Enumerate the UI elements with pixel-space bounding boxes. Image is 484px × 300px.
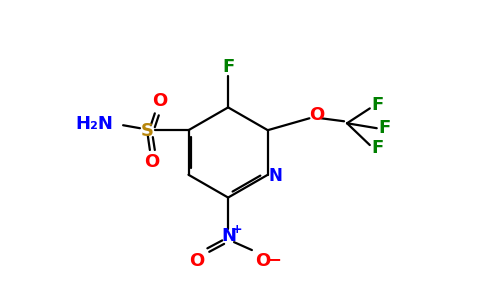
Text: F: F (378, 119, 391, 137)
Text: F: F (372, 139, 384, 157)
Text: O: O (255, 252, 271, 270)
Text: +: + (232, 223, 242, 236)
Text: O: O (189, 252, 204, 270)
Text: F: F (372, 96, 384, 114)
Text: F: F (222, 58, 234, 76)
Text: O: O (144, 153, 159, 171)
Text: S: S (140, 122, 153, 140)
Text: O: O (309, 106, 324, 124)
Text: N: N (269, 167, 283, 185)
Text: O: O (152, 92, 167, 110)
Text: N: N (222, 227, 237, 245)
Text: −: − (267, 250, 281, 268)
Text: H₂N: H₂N (76, 115, 113, 133)
